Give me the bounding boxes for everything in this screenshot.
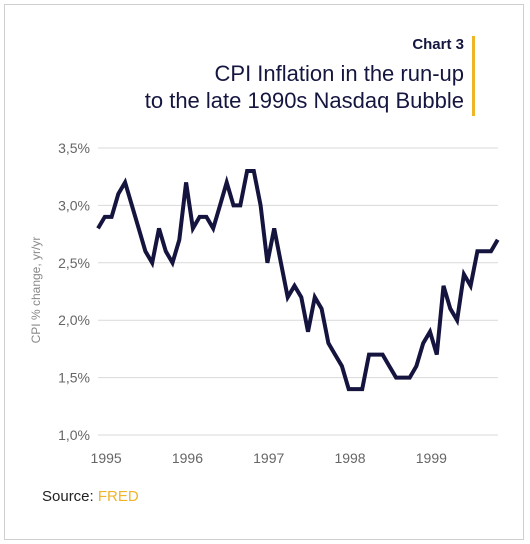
x-tick-label: 1998	[334, 450, 365, 466]
source-prefix: Source:	[42, 488, 98, 505]
y-tick-label: 1,0%	[58, 427, 90, 443]
y-axis-ticks: 1,0% 1,5% 2,0% 2,5% 3,0% 3,5%	[58, 140, 90, 443]
source-note: Source: FRED	[42, 488, 139, 505]
y-tick-label: 3,0%	[58, 197, 90, 213]
y-tick-label: 3,5%	[58, 140, 90, 156]
x-tick-label: 1997	[253, 450, 284, 466]
chart-number-label: Chart 3	[412, 36, 464, 53]
x-tick-label: 1995	[91, 450, 122, 466]
y-tick-label: 2,0%	[58, 312, 90, 328]
y-axis-label: CPI % change, yr/yr	[29, 237, 43, 344]
chart-frame	[4, 4, 524, 540]
chart-title: CPI Inflation in the run-up to the late …	[145, 60, 464, 114]
gridlines	[98, 147, 498, 436]
accent-bar	[472, 36, 475, 116]
chart-title-line-1: CPI Inflation in the run-up	[214, 61, 464, 86]
y-tick-label: 1,5%	[58, 370, 90, 386]
source-link[interactable]: FRED	[97, 488, 139, 505]
cpi-series-line	[96, 169, 500, 392]
x-axis-ticks: 1995 1996 1997 1998 1999	[91, 450, 448, 466]
y-tick-label: 2,5%	[58, 255, 90, 271]
x-tick-label: 1996	[172, 450, 203, 466]
chart-title-line-2: to the late 1990s Nasdaq Bubble	[144, 88, 464, 113]
x-tick-label: 1999	[416, 450, 447, 466]
